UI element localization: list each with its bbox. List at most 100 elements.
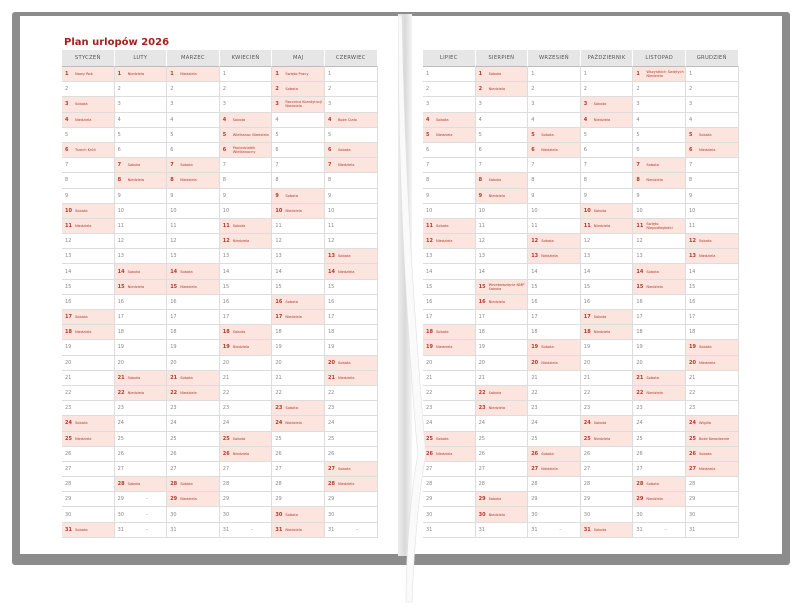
day-cell[interactable]: 31 – <box>324 522 378 538</box>
day-cell[interactable]: 11 Święto Niepodległości <box>633 218 686 235</box>
day-cell[interactable]: 26 Niedziela <box>423 446 476 462</box>
day-cell[interactable]: 13 <box>423 249 476 265</box>
day-cell[interactable]: 10 <box>633 203 686 219</box>
day-cell[interactable]: 9 <box>685 188 739 204</box>
day-cell[interactable]: 27 <box>114 461 168 478</box>
day-cell[interactable]: 5 Niedziela <box>423 127 476 143</box>
day-cell[interactable]: 24 <box>219 416 273 432</box>
day-cell[interactable]: 30 <box>423 507 476 523</box>
day-cell[interactable]: 28 Niedziela <box>324 477 378 493</box>
day-cell[interactable]: 18 <box>685 325 739 341</box>
day-cell[interactable]: 10 <box>475 203 529 219</box>
day-cell[interactable]: 16 <box>167 294 220 310</box>
day-cell[interactable]: 9 <box>423 188 476 204</box>
day-cell[interactable]: 24 Sobota <box>580 416 634 432</box>
day-cell[interactable]: 31 – <box>528 522 581 538</box>
day-cell[interactable]: 17 <box>167 310 220 326</box>
day-cell[interactable]: 11 Sobota <box>219 218 273 235</box>
day-cell[interactable]: 21 Sobota <box>114 370 168 386</box>
day-cell[interactable]: 10 <box>114 203 168 219</box>
day-cell[interactable]: 20 Niedziela <box>685 355 739 371</box>
day-cell[interactable]: 25 Niedziela <box>62 431 115 447</box>
day-cell[interactable]: 10 <box>528 203 581 219</box>
day-cell[interactable]: 25 <box>633 431 686 447</box>
day-cell[interactable]: 23 Sobota <box>272 401 325 417</box>
day-cell[interactable]: 27 <box>219 461 273 478</box>
day-cell[interactable]: 15 <box>528 279 581 295</box>
day-cell[interactable]: 13 Niedziela <box>685 249 739 265</box>
day-cell[interactable]: 2 Niedziela <box>475 82 529 98</box>
day-cell[interactable]: 3 <box>475 97 529 113</box>
day-cell[interactable]: 17 <box>633 310 686 326</box>
day-cell[interactable]: 30 – <box>114 507 168 523</box>
day-cell[interactable]: 15 <box>580 279 634 295</box>
day-cell[interactable]: 1 <box>685 67 739 83</box>
day-cell[interactable]: 1 <box>324 67 378 83</box>
day-cell[interactable]: 23 <box>167 401 220 417</box>
day-cell[interactable]: 3 <box>633 97 686 113</box>
day-cell[interactable]: 20 <box>219 355 273 371</box>
day-cell[interactable]: 16 <box>62 294 115 310</box>
day-cell[interactable]: 12 <box>272 234 325 250</box>
day-cell[interactable]: 5 Wielkanoc Niedziela <box>219 127 273 143</box>
day-cell[interactable]: 16 <box>219 294 273 310</box>
day-cell[interactable]: 24 <box>114 416 168 432</box>
day-cell[interactable]: 6 <box>272 142 325 159</box>
day-cell[interactable]: 14 Niedziela <box>324 264 378 280</box>
day-cell[interactable]: 29 Niedziela <box>167 492 220 508</box>
day-cell[interactable]: 6 <box>633 142 686 159</box>
day-cell[interactable]: 26 <box>272 446 325 462</box>
day-cell[interactable]: 15 <box>62 279 115 295</box>
day-cell[interactable]: 12 Sobota <box>528 234 581 250</box>
day-cell[interactable]: 9 Niedziela <box>475 188 529 204</box>
day-cell[interactable]: 4 <box>633 112 686 128</box>
day-cell[interactable]: 5 <box>324 127 378 143</box>
day-cell[interactable]: 19 Niedziela <box>219 340 273 356</box>
day-cell[interactable]: 25 Sobota <box>219 431 273 447</box>
day-cell[interactable]: 14 Sobota <box>633 264 686 280</box>
day-cell[interactable]: 8 <box>580 173 634 189</box>
day-cell[interactable]: 23 <box>62 401 115 417</box>
day-cell[interactable]: 12 <box>633 234 686 250</box>
day-cell[interactable]: 18 <box>272 325 325 341</box>
day-cell[interactable]: 5 <box>633 127 686 143</box>
day-cell[interactable]: 17 <box>685 310 739 326</box>
day-cell[interactable]: 22 <box>423 385 476 402</box>
day-cell[interactable]: 23 Niedziela <box>475 401 529 417</box>
day-cell[interactable]: 3 <box>167 97 220 113</box>
day-cell[interactable]: 14 <box>475 264 529 280</box>
day-cell[interactable]: 19 Sobota <box>685 340 739 356</box>
day-cell[interactable]: 6 <box>423 142 476 159</box>
day-cell[interactable]: 15 Niedziela <box>167 279 220 295</box>
day-cell[interactable]: 22 <box>219 385 273 402</box>
day-cell[interactable]: 7 Niedziela <box>324 158 378 174</box>
day-cell[interactable]: 4 <box>272 112 325 128</box>
day-cell[interactable]: 11 <box>685 218 739 235</box>
day-cell[interactable]: 14 <box>685 264 739 280</box>
day-cell[interactable]: 19 <box>633 340 686 356</box>
day-cell[interactable]: 25 <box>475 431 529 447</box>
day-cell[interactable]: 18 Sobota <box>219 325 273 341</box>
day-cell[interactable]: 27 Niedziela <box>685 461 739 478</box>
day-cell[interactable]: 18 Niedziela <box>62 325 115 341</box>
day-cell[interactable]: 19 <box>580 340 634 356</box>
day-cell[interactable]: 10 <box>167 203 220 219</box>
day-cell[interactable]: 20 <box>580 355 634 371</box>
day-cell[interactable]: 23 <box>324 401 378 417</box>
day-cell[interactable]: 17 <box>475 310 529 326</box>
day-cell[interactable]: 31 <box>475 522 529 538</box>
day-cell[interactable]: 22 <box>62 385 115 402</box>
day-cell[interactable]: 6 Sobota <box>324 142 378 159</box>
day-cell[interactable]: 28 <box>272 477 325 493</box>
day-cell[interactable]: 2 <box>114 82 168 98</box>
day-cell[interactable]: 19 Sobota <box>528 340 581 356</box>
day-cell[interactable]: 25 Sobota <box>423 431 476 447</box>
day-cell[interactable]: 14 <box>423 264 476 280</box>
day-cell[interactable]: 30 Niedziela <box>475 507 529 523</box>
day-cell[interactable]: 28 Sobota <box>167 477 220 493</box>
day-cell[interactable]: 13 <box>475 249 529 265</box>
day-cell[interactable]: 11 Niedziela <box>62 218 115 235</box>
day-cell[interactable]: 8 <box>685 173 739 189</box>
day-cell[interactable]: 1 <box>219 67 273 83</box>
day-cell[interactable]: 5 <box>475 127 529 143</box>
